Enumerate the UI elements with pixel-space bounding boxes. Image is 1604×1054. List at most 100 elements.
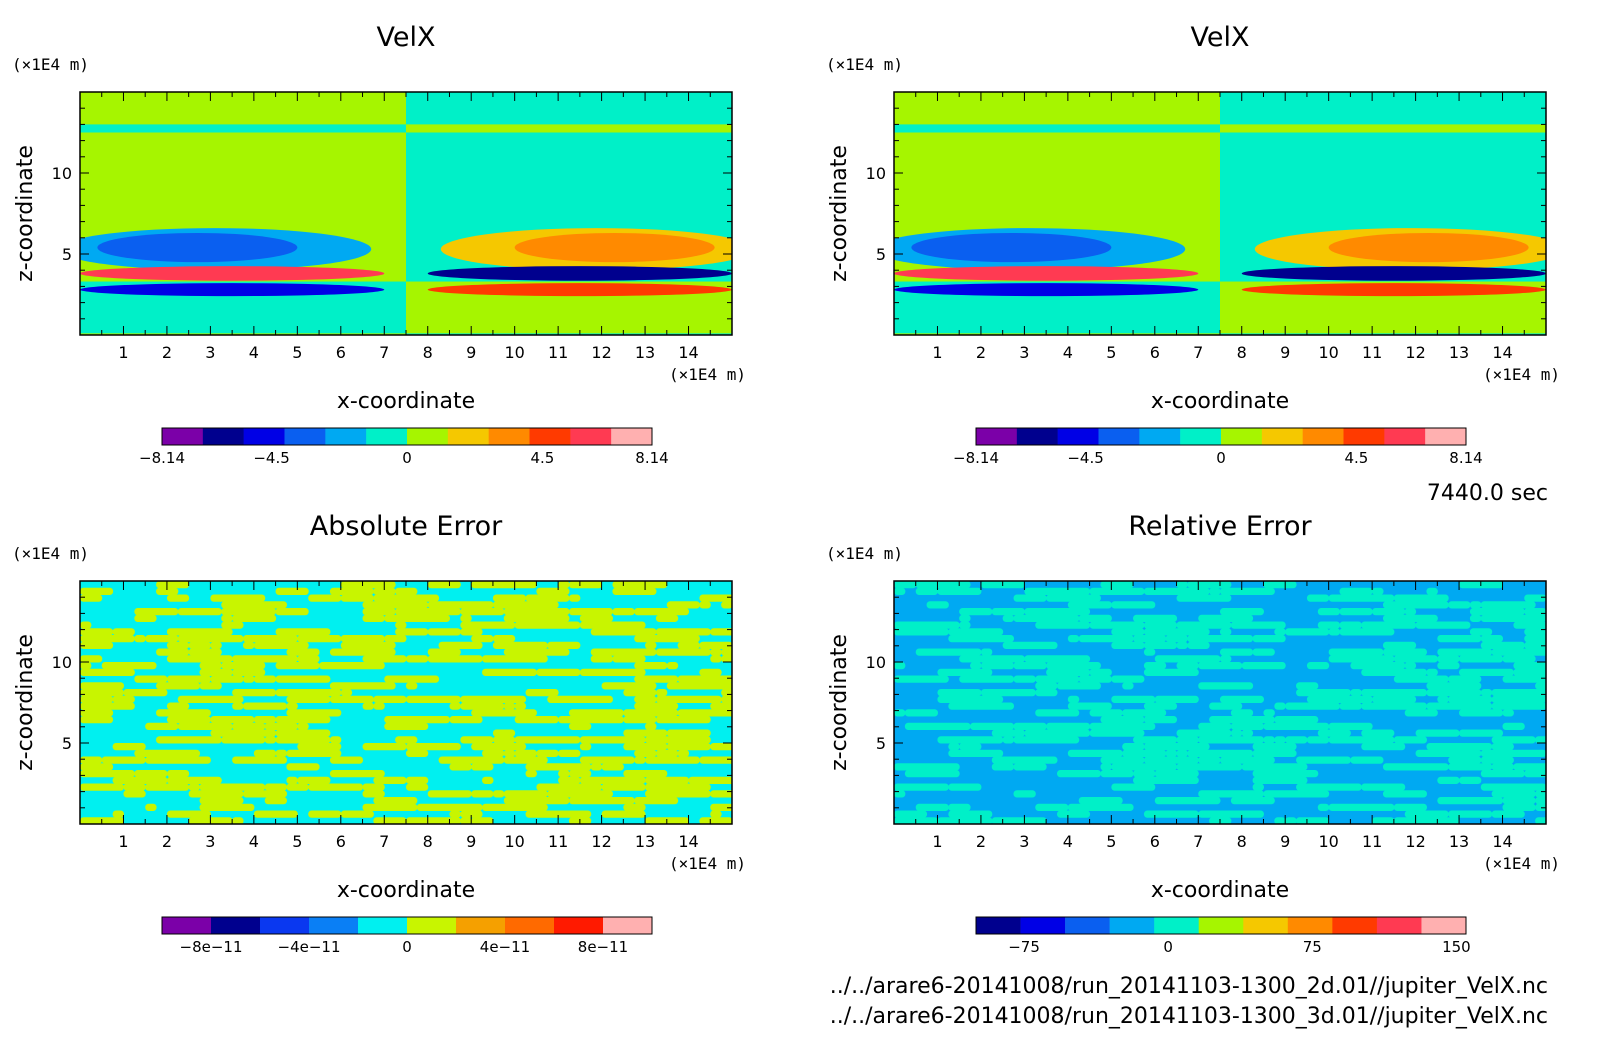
heatmap-cell	[1404, 709, 1438, 717]
heatmap-cell	[362, 743, 407, 751]
heatmap-cell	[1198, 722, 1232, 730]
heatmap-cell	[297, 635, 342, 643]
heatmap-cell	[1459, 729, 1504, 737]
colorbar-segment	[1016, 428, 1058, 445]
heatmap-cell	[1274, 736, 1286, 744]
heatmap-cell	[373, 797, 418, 805]
heatmap-cell	[634, 749, 657, 757]
heatmap-cell	[1491, 695, 1546, 703]
heatmap-cell	[1393, 594, 1449, 602]
heatmap-cell	[569, 608, 613, 616]
heatmap-cell	[1393, 655, 1438, 663]
heatmap-cell	[937, 587, 982, 595]
heatmap-cell	[1306, 736, 1330, 744]
heatmap-cell	[373, 702, 385, 710]
heatmap-cell	[1263, 581, 1297, 589]
heatmap-cell	[471, 763, 494, 771]
x-tick-label: 9	[466, 343, 476, 362]
colorbar-segment	[1065, 917, 1110, 934]
heatmap-cell	[1426, 689, 1482, 697]
colorbar-segment	[1098, 428, 1140, 445]
heatmap-cell	[1176, 736, 1199, 744]
heatmap-cell	[1285, 702, 1341, 710]
heatmap-cell	[1480, 756, 1514, 764]
heatmap-cell	[80, 668, 135, 676]
heatmap-contour	[894, 266, 1199, 281]
heatmap-cell	[166, 776, 222, 784]
heatmap-cell	[1415, 729, 1460, 737]
heatmap-cell	[199, 797, 244, 805]
heatmap-cell	[427, 601, 494, 609]
heatmap-cell	[177, 722, 233, 730]
heatmap-cell	[1089, 668, 1112, 676]
heatmap-cell	[1111, 601, 1156, 609]
heatmap-cell	[1502, 655, 1536, 663]
colorbar-segment	[325, 428, 367, 445]
heatmap-cell	[340, 594, 374, 602]
x-tick-label: 2	[162, 832, 172, 851]
heatmap-cell	[199, 668, 233, 676]
colorbar-segment	[554, 917, 604, 934]
x-tick-label: 5	[1106, 832, 1116, 851]
heatmap-cell	[1469, 608, 1525, 616]
colorbar-segment	[1139, 428, 1181, 445]
heatmap-cell	[525, 689, 559, 697]
heatmap-cell	[1361, 689, 1427, 697]
heatmap-cell	[482, 803, 548, 811]
heatmap-cell	[1024, 608, 1091, 616]
colorbar-label: −4.5	[253, 449, 289, 467]
heatmap-cell	[329, 770, 385, 778]
x-tick-label: 10	[504, 343, 524, 362]
heatmap-cell	[112, 695, 135, 703]
heatmap-cell	[991, 729, 1025, 737]
heatmap-contour	[427, 266, 732, 281]
heatmap-cell	[199, 662, 222, 670]
y-unit-label: (×1E4 m)	[12, 55, 89, 74]
heatmap-cell	[980, 689, 1036, 697]
heatmap-cell	[177, 608, 222, 616]
heatmap-cell	[1100, 716, 1145, 724]
heatmap-cell	[1480, 770, 1525, 778]
heatmap-cell	[1252, 743, 1297, 751]
colorbar-segment	[1243, 917, 1289, 934]
colorbar-segment	[1287, 917, 1333, 934]
heatmap-cell	[634, 702, 679, 710]
heatmap-cell	[579, 668, 646, 676]
heatmap-cell	[634, 608, 690, 616]
heatmap-cell	[101, 662, 157, 670]
chart-title: VelX	[377, 22, 436, 53]
heatmap-cell	[232, 702, 244, 710]
x-tick-label: 7	[379, 832, 389, 851]
heatmap-cell	[80, 655, 103, 663]
heatmap-cell	[1133, 635, 1167, 643]
heatmap-cell	[1143, 628, 1210, 636]
colorbar-label: −8.14	[139, 449, 185, 467]
heatmap-cell	[948, 783, 982, 791]
heatmap-cell	[482, 749, 505, 757]
x-tick-label: 8	[423, 343, 433, 362]
heatmap-cell	[1372, 817, 1395, 824]
heatmap-cell	[645, 783, 711, 791]
heatmap-cell	[156, 648, 190, 656]
x-tick-label: 12	[1405, 343, 1425, 362]
heatmap-cell	[1339, 587, 1373, 595]
heatmap-cell	[1502, 797, 1536, 805]
heatmap-cell	[264, 736, 277, 744]
heatmap-cell	[1285, 628, 1330, 636]
heatmap-cell	[156, 587, 179, 595]
heatmap-cell	[601, 763, 624, 771]
heatmap-cell	[926, 601, 949, 609]
heatmap-cell	[1111, 695, 1156, 703]
heatmap-cell	[1404, 662, 1417, 670]
heatmap-cell	[275, 608, 309, 616]
heatmap-cell	[1317, 608, 1341, 616]
heatmap-cell	[1122, 749, 1167, 757]
x-tick-label: 7	[1193, 832, 1203, 851]
heatmap-cell	[1437, 797, 1504, 805]
heatmap-cell	[503, 608, 570, 616]
heatmap-cell	[1013, 790, 1036, 798]
heatmap-cell	[329, 736, 342, 744]
x-tick-label: 12	[591, 832, 611, 851]
heatmap-cell	[112, 810, 124, 818]
heatmap-cell	[699, 668, 722, 676]
